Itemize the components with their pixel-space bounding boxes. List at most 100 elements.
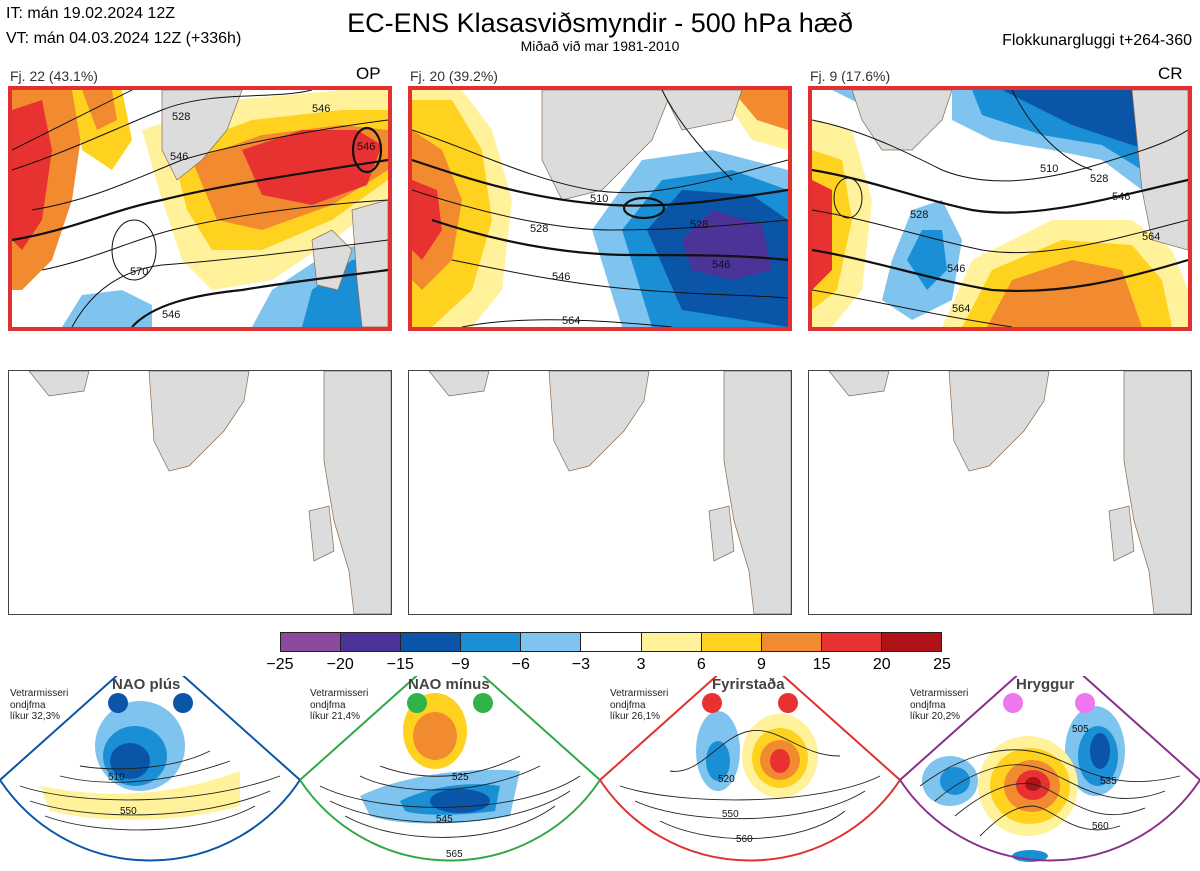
colorbar-tick-label: −15 [386,656,414,673]
page-subtitle: Miðað við mar 1981-2010 [520,38,680,54]
info-line: ondjfma [610,699,646,711]
colorbar-segment [521,633,582,651]
colorbar-tick-label: −6 [511,656,530,673]
contour-label: 560 [1092,821,1109,832]
contour-label: 565 [446,849,463,860]
regime-info: Vetrarmisseri ondjfma líkur 20,2% [910,688,968,723]
cluster-2-map: 510 528 528 546 546 564 [408,86,792,331]
page-title: EC-ENS Klasasviðsmyndir - 500 hPa hæð [347,8,853,38]
regime-dot [1075,693,1095,713]
clustering-window: Flokkunargluggi t+264-360 [1002,32,1192,49]
contour-label: 510 [108,772,125,783]
info-line: líkur 20,2% [910,711,961,722]
regime-dot [1003,693,1023,713]
contour-label: 510 [590,193,608,205]
land [851,90,1188,251]
info-line: ondjfma [10,699,46,711]
contour-label: 528 [690,219,708,231]
contour-label: 545 [436,814,453,825]
contour-label: 528 [910,209,928,221]
valid-time: VT: mán 04.03.2024 12Z (+336h) [6,30,242,47]
info-line: Vetrarmisseri [310,688,369,699]
colorbar-tick-label: 20 [872,656,891,673]
height-contours [12,90,388,327]
info-line: Vetrarmisseri [910,688,969,699]
cluster-1-tag: OP [356,64,381,83]
land [161,90,388,327]
colorbar-tick-label: −20 [326,656,354,673]
regime-info: Vetrarmisseri ondjfma líkur 21,4% [310,688,368,723]
contour-label: 570 [130,266,148,278]
regime-dot [473,693,493,713]
contour-label: 564 [1142,231,1160,243]
empty-map-2 [408,370,792,615]
land [828,371,1191,614]
contour-label: 550 [120,806,137,817]
regime-blocking: 520 550 560 Fyrirstaða Vetrarmisseri ond… [600,676,900,871]
regime-info: Vetrarmisseri ondjfma líkur 26,1% [610,688,668,723]
colorbar-tick-label: 3 [636,656,646,673]
contour-label: 564 [562,315,580,327]
contour-label: 546 [552,271,570,283]
colorbar-segment [641,633,702,651]
contour-label: 535 [1100,776,1117,787]
colorbar-tick-label: −3 [571,656,591,673]
contour-label: 546 [357,141,375,153]
regime-name: NAO mínus [408,676,490,693]
cluster-1-label: Fj. 22 (43.1%) [10,68,98,84]
land [28,371,391,614]
contour-label: 525 [452,772,469,783]
anomaly-colorbar [280,632,942,652]
height-contours [412,90,788,327]
colorbar-segment [281,633,342,651]
colorbar-segment [701,633,762,651]
colorbar-tick-label: 9 [757,656,766,673]
anomaly-shading [412,90,788,327]
colorbar-segment [761,633,822,651]
regime-name: NAO plús [112,676,181,693]
cluster-1-map: 528 546 546 546 570 546 [8,86,392,331]
cluster-3-tag: CR [1158,64,1183,83]
colorbar-tick-label: 6 [696,656,706,673]
contour-labels: 510 528 528 546 546 564 [530,193,730,327]
contour-label: 510 [1040,163,1058,175]
regime-dot [407,693,427,713]
colorbar-tick-label: −9 [451,656,470,673]
info-line: ondjfma [310,699,346,711]
colorbar-segment [341,633,402,651]
empty-map-3 [808,370,1192,615]
regime-dot [173,693,193,713]
contour-label: 528 [1090,173,1108,185]
regime-nao-plus: 510 550 NAO plús Vetrarmisseri ondjfma l… [0,676,300,871]
regime-nao-minus: 525 545 565 NAO mínus Vetrarmisseri ondj… [300,676,600,871]
contour-label: 546 [312,103,330,115]
contour-labels: 510 528 546 528 564 546 564 [910,163,1160,315]
colorbar-tick-label: −25 [266,656,294,673]
regime-dot [108,693,128,713]
cluster-3-label: Fj. 9 (17.6%) [810,68,891,84]
contour-label: 546 [712,259,730,271]
colorbar-segment [881,633,942,651]
info-line: líkur 32,3% [10,711,61,722]
cluster-2-label: Fj. 20 (39.2%) [410,68,498,84]
contour-label: 505 [1072,724,1089,735]
contour-label: 528 [172,111,190,123]
info-line: Vetrarmisseri [610,688,669,699]
info-line: líkur 26,1% [610,711,661,722]
regime-name: Hryggur [1016,676,1075,693]
regime-info: Vetrarmisseri ondjfma líkur 32,3% [10,688,68,723]
contour-labels: 528 546 546 546 570 546 [130,103,375,321]
contour-label: 564 [952,303,970,315]
info-line: Vetrarmisseri [10,688,69,699]
colorbar-segment [461,633,522,651]
height-contours [812,90,1188,327]
colorbar-tick-label: 25 [933,656,951,673]
init-time: IT: mán 19.02.2024 12Z [6,5,175,22]
land [428,371,791,614]
regime-dot [702,693,722,713]
contour-label: 546 [162,309,180,321]
colorbar-tick-label: 15 [812,656,831,673]
contour-label: 528 [530,223,548,235]
cluster-3-map: 510 528 546 528 564 546 564 [808,86,1192,331]
land [541,90,743,201]
